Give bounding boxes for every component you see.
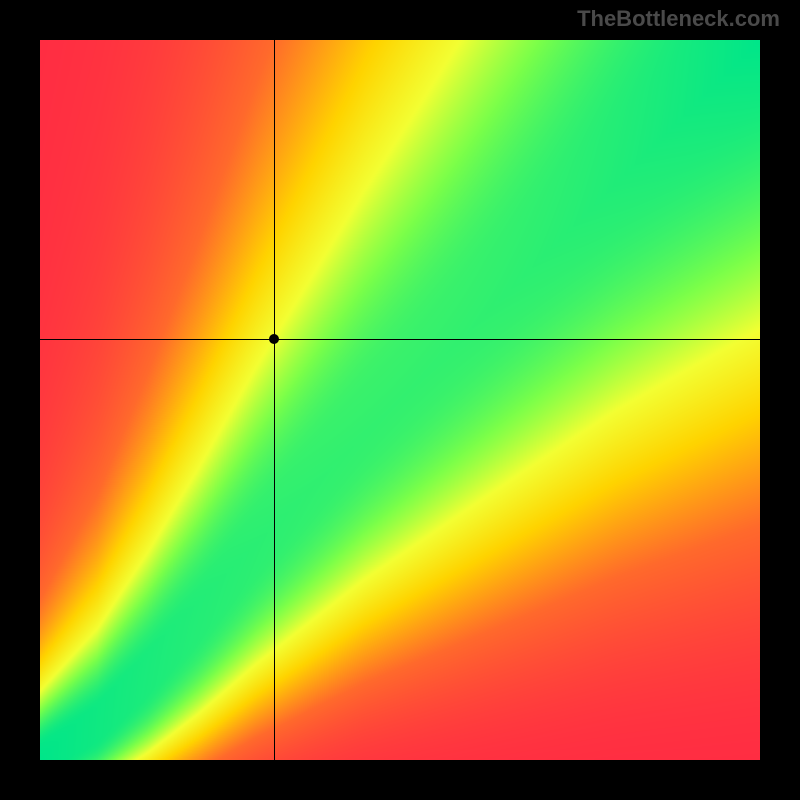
crosshair-marker — [269, 334, 279, 344]
crosshair-vertical — [274, 40, 275, 760]
crosshair-horizontal — [40, 339, 760, 340]
heatmap-canvas — [40, 40, 760, 760]
watermark-text: TheBottleneck.com — [577, 6, 780, 32]
heatmap-plot — [40, 40, 760, 760]
